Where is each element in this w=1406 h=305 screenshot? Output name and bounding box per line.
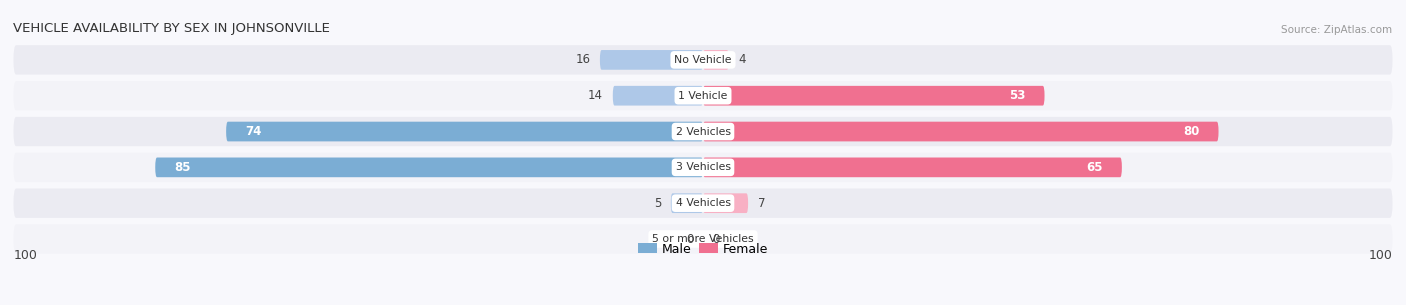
Text: 80: 80 (1182, 125, 1199, 138)
Text: 2 Vehicles: 2 Vehicles (675, 127, 731, 137)
Text: 0: 0 (713, 232, 720, 246)
FancyBboxPatch shape (14, 188, 1392, 218)
FancyBboxPatch shape (703, 122, 1219, 142)
Text: 1 Vehicle: 1 Vehicle (678, 91, 728, 101)
FancyBboxPatch shape (703, 50, 728, 70)
FancyBboxPatch shape (226, 122, 703, 142)
Text: 100: 100 (1368, 249, 1392, 262)
Text: 100: 100 (14, 249, 38, 262)
FancyBboxPatch shape (14, 224, 1392, 254)
Text: 4: 4 (738, 53, 747, 66)
Legend: Male, Female: Male, Female (633, 238, 773, 260)
Text: 4 Vehicles: 4 Vehicles (675, 198, 731, 208)
FancyBboxPatch shape (155, 157, 703, 177)
FancyBboxPatch shape (14, 117, 1392, 146)
FancyBboxPatch shape (14, 153, 1392, 182)
Text: 53: 53 (1010, 89, 1025, 102)
Text: 65: 65 (1085, 161, 1102, 174)
Text: 74: 74 (246, 125, 262, 138)
Text: No Vehicle: No Vehicle (675, 55, 731, 65)
FancyBboxPatch shape (703, 157, 1122, 177)
FancyBboxPatch shape (14, 81, 1392, 110)
Text: 3 Vehicles: 3 Vehicles (675, 162, 731, 172)
FancyBboxPatch shape (600, 50, 703, 70)
Text: Source: ZipAtlas.com: Source: ZipAtlas.com (1281, 25, 1392, 35)
Text: 0: 0 (686, 232, 693, 246)
Text: 5 or more Vehicles: 5 or more Vehicles (652, 234, 754, 244)
Text: VEHICLE AVAILABILITY BY SEX IN JOHNSONVILLE: VEHICLE AVAILABILITY BY SEX IN JOHNSONVI… (14, 22, 330, 35)
FancyBboxPatch shape (703, 86, 1045, 106)
FancyBboxPatch shape (671, 193, 703, 213)
Text: 7: 7 (758, 197, 765, 210)
Text: 85: 85 (174, 161, 191, 174)
FancyBboxPatch shape (14, 45, 1392, 75)
FancyBboxPatch shape (613, 86, 703, 106)
FancyBboxPatch shape (703, 193, 748, 213)
Text: 5: 5 (654, 197, 661, 210)
Text: 16: 16 (575, 53, 591, 66)
Text: 14: 14 (588, 89, 603, 102)
